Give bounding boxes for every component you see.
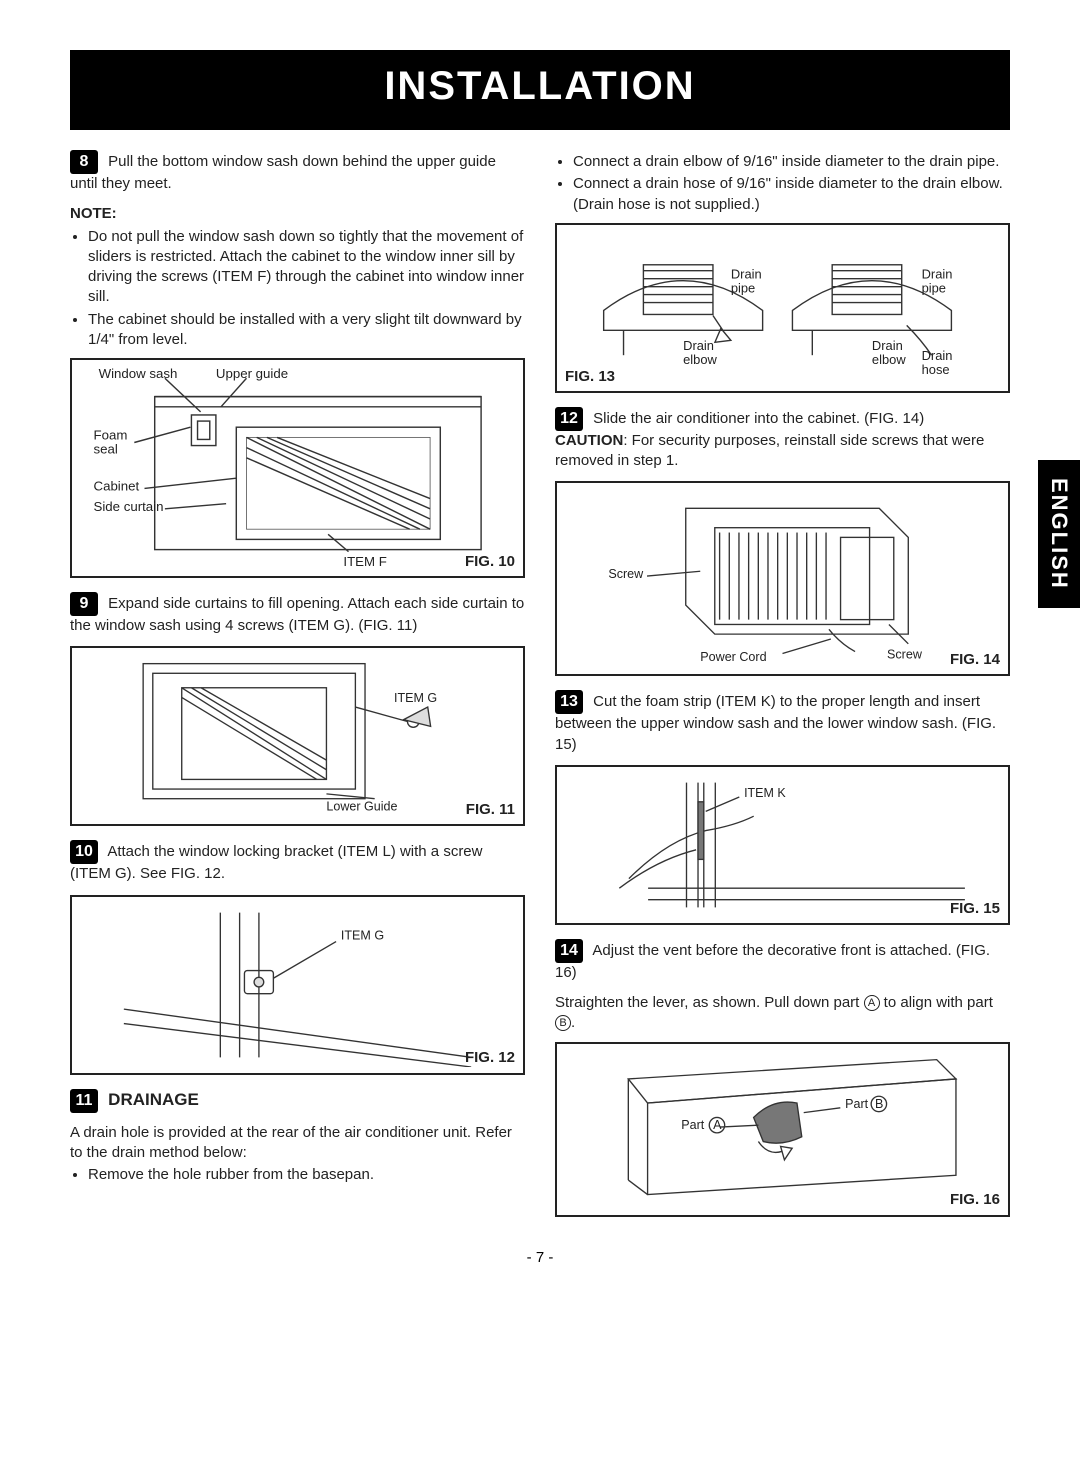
- fig10-caption: FIG. 10: [465, 552, 515, 572]
- figure-14-svg: Screw Power Cord Screw: [563, 489, 1002, 668]
- note-heading: NOTE:: [70, 204, 525, 224]
- step-badge-11: 11: [70, 1089, 98, 1113]
- svg-text:Screw: Screw: [608, 567, 644, 581]
- svg-text:Foam: Foam: [94, 427, 128, 442]
- svg-text:Part: Part: [681, 1118, 704, 1132]
- page: INSTALLATION ENGLISH 8 Pull the bottom w…: [0, 0, 1080, 1306]
- right-bullet-1: Connect a drain hose of 9/16" inside dia…: [573, 174, 1010, 215]
- page-title: INSTALLATION: [384, 64, 695, 109]
- svg-text:Drain: Drain: [872, 338, 903, 353]
- svg-text:Drain: Drain: [731, 266, 762, 281]
- svg-text:Screw: Screw: [887, 648, 923, 662]
- drain-bullet-0: Remove the hole rubber from the basepan.: [88, 1165, 525, 1185]
- figure-13-svg: Drainpipe Drainelbow Drainpipe Drainelbo…: [563, 231, 1002, 385]
- fig13-caption: FIG. 13: [565, 367, 615, 387]
- language-tab: ENGLISH: [1038, 460, 1080, 608]
- fig15-caption: FIG. 15: [950, 899, 1000, 919]
- svg-text:Side curtain: Side curtain: [94, 499, 164, 514]
- step-11: 11 DRAINAGE: [70, 1089, 525, 1113]
- figure-15: ITEM K FIG. 15: [555, 765, 1010, 925]
- figure-15-svg: ITEM K: [563, 773, 1002, 917]
- step-12: 12 Slide the air conditioner into the ca…: [555, 407, 1010, 472]
- fig11-caption: FIG. 11: [466, 800, 515, 820]
- step-8-text: Pull the bottom window sash down behind …: [70, 153, 496, 192]
- step-13: 13 Cut the foam strip (ITEM K) to the pr…: [555, 690, 1010, 755]
- figure-11: ITEM G Lower Guide FIG. 11: [70, 646, 525, 826]
- step-badge-14: 14: [555, 939, 583, 963]
- figure-12-svg: ITEM G: [78, 903, 517, 1067]
- svg-text:Window sash: Window sash: [99, 366, 178, 381]
- svg-text:hose: hose: [922, 362, 950, 377]
- step-10: 10 Attach the window locking bracket (IT…: [70, 840, 525, 884]
- fig14-caption: FIG. 14: [950, 650, 1000, 670]
- right-top-bullets: Connect a drain elbow of 9/16" inside di…: [555, 152, 1010, 215]
- drainage-heading: DRAINAGE: [108, 1090, 199, 1109]
- svg-text:pipe: pipe: [731, 280, 755, 295]
- svg-text:ITEM F: ITEM F: [343, 554, 386, 569]
- fig16-caption: FIG. 16: [950, 1190, 1000, 1210]
- svg-text:A: A: [713, 1118, 722, 1132]
- svg-text:seal: seal: [94, 442, 118, 457]
- figure-10: Window sash Upper guide Foamseal Cabinet…: [70, 358, 525, 578]
- svg-text:Lower Guide: Lower Guide: [326, 800, 397, 814]
- note-bullet-1: The cabinet should be installed with a v…: [88, 310, 525, 351]
- note-bullet-0: Do not pull the window sash down so tigh…: [88, 227, 525, 308]
- fig12-caption: FIG. 12: [465, 1048, 515, 1068]
- figure-14: Screw Power Cord Screw FIG. 14: [555, 481, 1010, 676]
- svg-text:Cabinet: Cabinet: [94, 478, 140, 493]
- columns: 8 Pull the bottom window sash down behin…: [70, 150, 1010, 1231]
- step-badge-12: 12: [555, 407, 583, 431]
- step-badge-10: 10: [70, 840, 98, 864]
- svg-text:ITEM K: ITEM K: [744, 786, 786, 800]
- svg-text:Drain: Drain: [683, 338, 714, 353]
- step-badge-8: 8: [70, 150, 98, 174]
- figure-16-svg: Part A Part B: [563, 1050, 1002, 1209]
- svg-text:elbow: elbow: [872, 352, 906, 367]
- title-bar: INSTALLATION: [70, 50, 1010, 130]
- svg-text:Power Cord: Power Cord: [700, 650, 766, 664]
- right-bullet-0: Connect a drain elbow of 9/16" inside di…: [573, 152, 1010, 172]
- svg-text:Drain: Drain: [922, 348, 953, 363]
- step-9-text: Expand side curtains to fill opening. At…: [70, 595, 524, 634]
- step-14-text: Adjust the vent before the decorative fr…: [555, 942, 990, 981]
- page-number: - 7 -: [70, 1249, 1010, 1266]
- step-badge-9: 9: [70, 592, 98, 616]
- step-10-text: Attach the window locking bracket (ITEM …: [70, 843, 482, 882]
- step-14: 14 Adjust the vent before the decorative…: [555, 939, 1010, 983]
- svg-text:pipe: pipe: [922, 280, 946, 295]
- drain-bullets: Remove the hole rubber from the basepan.: [70, 1165, 525, 1185]
- figure-11-svg: ITEM G Lower Guide: [78, 654, 517, 818]
- step-9: 9 Expand side curtains to fill opening. …: [70, 592, 525, 636]
- svg-text:ITEM G: ITEM G: [394, 691, 437, 705]
- figure-16: Part A Part B FIG. 16: [555, 1042, 1010, 1217]
- note-bullets: Do not pull the window sash down so tigh…: [70, 227, 525, 351]
- step-14-text2: Straighten the lever, as shown. Pull dow…: [555, 993, 1010, 1034]
- svg-text:B: B: [875, 1096, 883, 1110]
- circled-B-inline: B: [555, 1015, 571, 1031]
- svg-text:Upper guide: Upper guide: [216, 366, 288, 381]
- drainage-text: A drain hole is provided at the rear of …: [70, 1123, 525, 1164]
- step-12-text: Slide the air conditioner into the cabin…: [593, 410, 924, 427]
- step-badge-13: 13: [555, 690, 583, 714]
- svg-text:elbow: elbow: [683, 352, 717, 367]
- figure-10-svg: Window sash Upper guide Foamseal Cabinet…: [78, 366, 517, 570]
- right-column: Connect a drain elbow of 9/16" inside di…: [555, 150, 1010, 1231]
- figure-13: Drainpipe Drainelbow Drainpipe Drainelbo…: [555, 223, 1010, 393]
- circled-A-inline: A: [864, 995, 880, 1011]
- svg-text:Part: Part: [845, 1096, 868, 1110]
- figure-12: ITEM G FIG. 12: [70, 895, 525, 1075]
- caution-word: CAUTION: [555, 432, 623, 449]
- svg-text:ITEM G: ITEM G: [341, 928, 384, 942]
- left-column: 8 Pull the bottom window sash down behin…: [70, 150, 525, 1231]
- step-13-text: Cut the foam strip (ITEM K) to the prope…: [555, 693, 996, 752]
- step-8: 8 Pull the bottom window sash down behin…: [70, 150, 525, 194]
- svg-text:Drain: Drain: [922, 266, 953, 281]
